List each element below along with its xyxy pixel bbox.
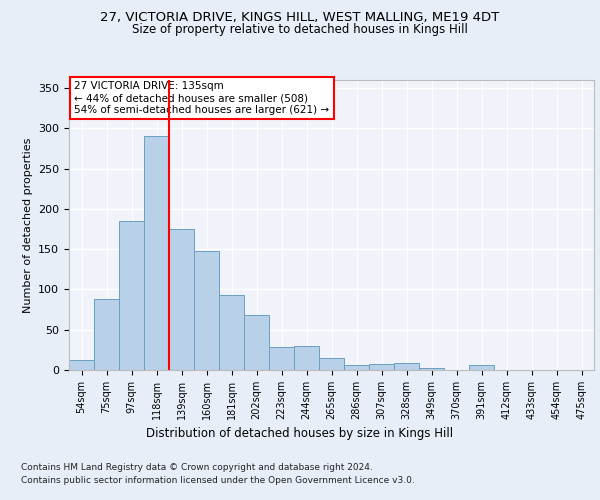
Bar: [319, 358, 344, 370]
Bar: [169, 229, 194, 370]
Bar: [294, 346, 319, 370]
Bar: [369, 364, 394, 370]
Bar: [219, 295, 244, 370]
Bar: [194, 251, 219, 370]
Text: Distribution of detached houses by size in Kings Hill: Distribution of detached houses by size …: [146, 428, 454, 440]
Text: Size of property relative to detached houses in Kings Hill: Size of property relative to detached ho…: [132, 22, 468, 36]
Bar: [244, 315, 269, 370]
Bar: [469, 365, 494, 370]
Bar: [94, 299, 119, 370]
Bar: [419, 368, 444, 370]
Text: Contains public sector information licensed under the Open Government Licence v3: Contains public sector information licen…: [21, 476, 415, 485]
Bar: [394, 363, 419, 370]
Text: 27 VICTORIA DRIVE: 135sqm
← 44% of detached houses are smaller (508)
54% of semi: 27 VICTORIA DRIVE: 135sqm ← 44% of detac…: [74, 82, 329, 114]
Bar: [269, 348, 294, 370]
Bar: [69, 360, 94, 370]
Y-axis label: Number of detached properties: Number of detached properties: [23, 138, 32, 312]
Text: 27, VICTORIA DRIVE, KINGS HILL, WEST MALLING, ME19 4DT: 27, VICTORIA DRIVE, KINGS HILL, WEST MAL…: [100, 11, 500, 24]
Bar: [144, 136, 169, 370]
Text: Contains HM Land Registry data © Crown copyright and database right 2024.: Contains HM Land Registry data © Crown c…: [21, 462, 373, 471]
Bar: [119, 221, 144, 370]
Bar: [344, 365, 369, 370]
